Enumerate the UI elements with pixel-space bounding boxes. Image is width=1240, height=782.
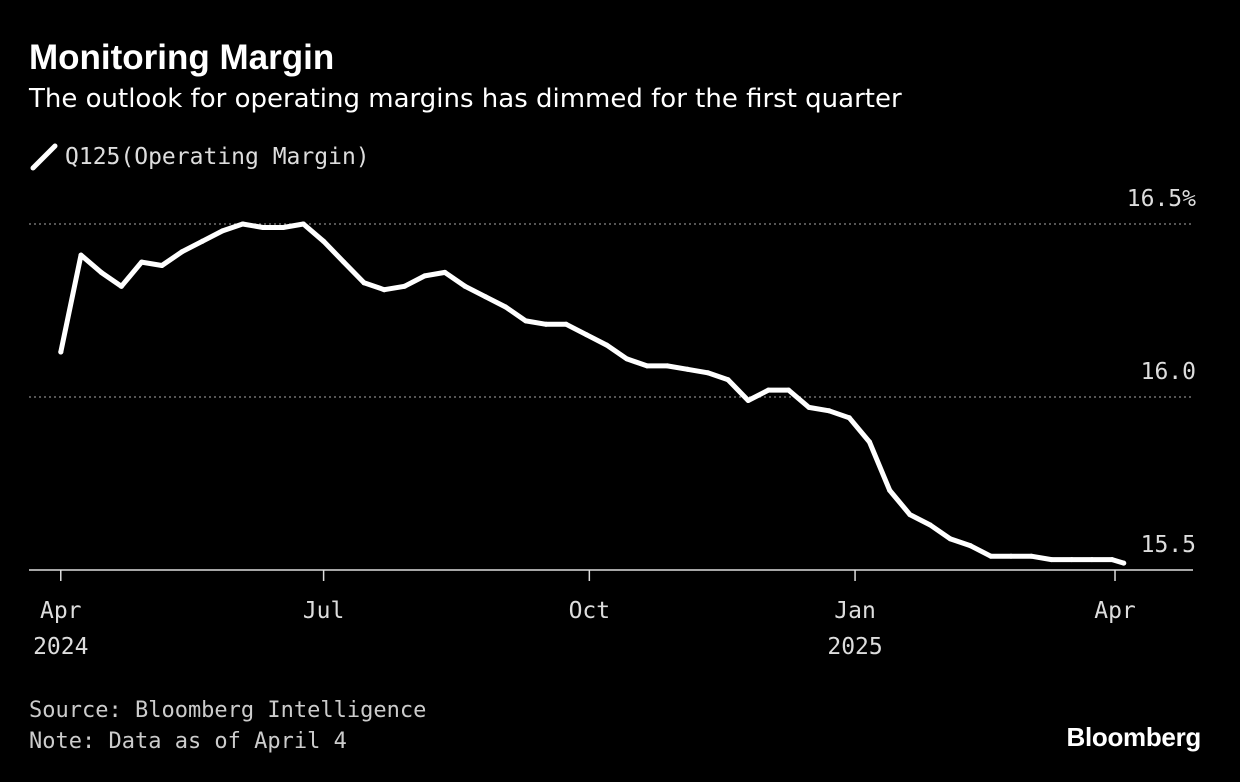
data-point xyxy=(947,536,953,542)
data-point xyxy=(381,287,387,293)
x-tick-label: Jan xyxy=(834,598,876,624)
data-point xyxy=(523,318,529,324)
data-point xyxy=(644,363,650,369)
data-point xyxy=(887,487,893,493)
data-point xyxy=(1028,553,1034,559)
gridlines: 16.5% 16.0 15.5 xyxy=(29,186,1196,558)
source-note: Source: Bloomberg Intelligence xyxy=(29,698,427,723)
data-point xyxy=(442,269,448,275)
data-point xyxy=(745,398,751,403)
data-point xyxy=(867,439,872,445)
data-point xyxy=(725,377,731,383)
data-point xyxy=(58,349,64,355)
data-point xyxy=(806,404,812,410)
data-point xyxy=(765,387,771,393)
data-point xyxy=(846,415,852,421)
y-tick-label: 16.0 xyxy=(1141,359,1196,385)
data-point xyxy=(786,387,792,393)
line-chart: 16.5% 16.0 15.5 Apr 2024 Jul Oct Jan 2025 Apr xyxy=(29,186,1196,660)
data-point xyxy=(361,280,367,286)
data-point xyxy=(260,225,266,230)
x-tick-label: Jul xyxy=(303,598,345,624)
x-tick-year-label: 2024 xyxy=(33,634,88,660)
chart-title: Monitoring Margin xyxy=(29,38,335,77)
x-tick-year-label: 2025 xyxy=(827,634,882,660)
data-point xyxy=(543,321,549,327)
series-line xyxy=(58,221,1127,566)
data-point xyxy=(907,512,913,518)
legend-label: Q125(Operating Margin) xyxy=(65,144,370,170)
data-note: Note: Data as of April 4 xyxy=(29,729,347,754)
data-point xyxy=(1069,557,1075,563)
data-point xyxy=(321,238,327,244)
data-point xyxy=(1089,557,1095,563)
x-tick-label: Apr xyxy=(40,598,82,624)
legend-line-icon xyxy=(30,143,58,171)
data-point xyxy=(1109,557,1115,563)
data-point xyxy=(988,553,994,559)
data-point xyxy=(826,408,832,414)
x-axis: Apr 2024 Jul Oct Jan 2025 Apr xyxy=(29,569,1193,660)
data-point xyxy=(968,543,974,549)
data-point xyxy=(78,252,84,258)
legend: Q125(Operating Margin) xyxy=(29,142,370,172)
data-point xyxy=(280,225,286,230)
data-point xyxy=(1121,560,1127,566)
data-point xyxy=(341,259,347,265)
data-point xyxy=(118,283,124,289)
data-point xyxy=(159,263,165,268)
data-point xyxy=(240,221,246,227)
series xyxy=(58,221,1127,566)
data-point xyxy=(179,249,185,255)
data-point xyxy=(220,228,225,234)
data-point xyxy=(563,321,569,327)
chart-subtitle: The outlook for operating margins has di… xyxy=(29,84,902,114)
data-point xyxy=(462,283,468,289)
data-point xyxy=(583,332,589,338)
data-point xyxy=(482,294,488,300)
y-tick-label: 16.5% xyxy=(1127,186,1196,212)
data-point xyxy=(139,259,145,265)
data-point xyxy=(199,238,205,244)
data-point xyxy=(1049,557,1054,563)
x-tick-label: Oct xyxy=(569,598,611,624)
bloomberg-logo: Bloomberg xyxy=(1066,722,1201,752)
data-point xyxy=(927,522,933,528)
data-point xyxy=(624,356,630,362)
data-point xyxy=(685,366,690,372)
data-point xyxy=(604,342,610,348)
y-tick-label: 15.5 xyxy=(1141,532,1196,558)
data-point xyxy=(422,273,428,279)
data-point xyxy=(503,304,509,310)
data-point xyxy=(402,283,407,289)
data-point xyxy=(98,269,104,275)
data-point xyxy=(1008,553,1014,559)
data-point xyxy=(705,370,711,376)
x-tick-label: Apr xyxy=(1094,598,1136,624)
data-point xyxy=(664,363,670,369)
data-point xyxy=(300,221,306,227)
